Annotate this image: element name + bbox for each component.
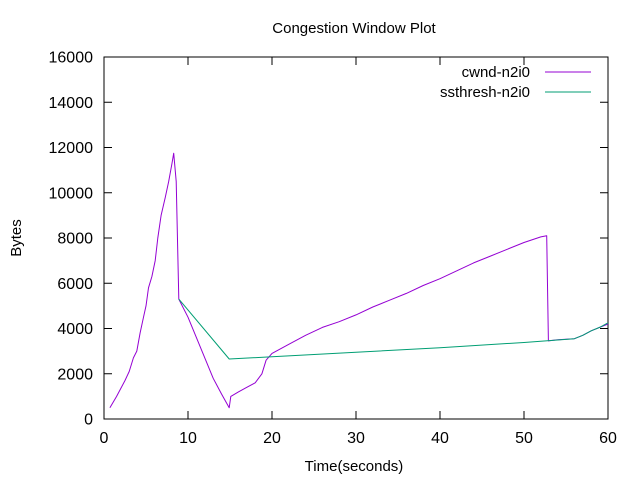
x-tick-label: 20 [263, 430, 281, 447]
y-tick-label: 4000 [57, 321, 93, 338]
y-tick-label: 12000 [49, 140, 94, 157]
x-tick-label: 30 [347, 430, 365, 447]
y-tick-label: 14000 [49, 95, 94, 112]
y-tick-label: 0 [84, 412, 93, 429]
x-tick-label: 0 [100, 430, 109, 447]
series-line-cwnd-n2i0 [109, 152, 609, 409]
series-line-ssthresh-n2i0 [178, 298, 609, 360]
x-tick-label: 40 [431, 430, 449, 447]
axis-ticks: 0 10 20 30 40 50 60 0 2000 4000 6000 8000 10000 12000… [49, 50, 618, 448]
y-tick-label: 6000 [57, 276, 93, 293]
y-tick-label: 10000 [49, 185, 94, 202]
y-tick-label: 8000 [57, 231, 93, 248]
x-axis-label: Time(seconds) [305, 458, 404, 475]
series-layer [109, 152, 609, 409]
x-tick-label: 60 [599, 430, 617, 447]
y-tick-label: 16000 [49, 50, 94, 67]
chart-title: Congestion Window Plot [272, 20, 436, 37]
plot-frame [103, 56, 609, 420]
legend: cwnd-n2i0 ssthresh-n2i0 [440, 64, 591, 101]
y-axis-label: Bytes [8, 219, 25, 257]
legend-label: ssthresh-n2i0 [440, 84, 530, 101]
x-tick-label: 50 [515, 430, 533, 447]
y-tick-label: 2000 [57, 366, 93, 383]
legend-label: cwnd-n2i0 [462, 64, 530, 81]
x-tick-label: 10 [179, 430, 197, 447]
axes [103, 56, 609, 420]
